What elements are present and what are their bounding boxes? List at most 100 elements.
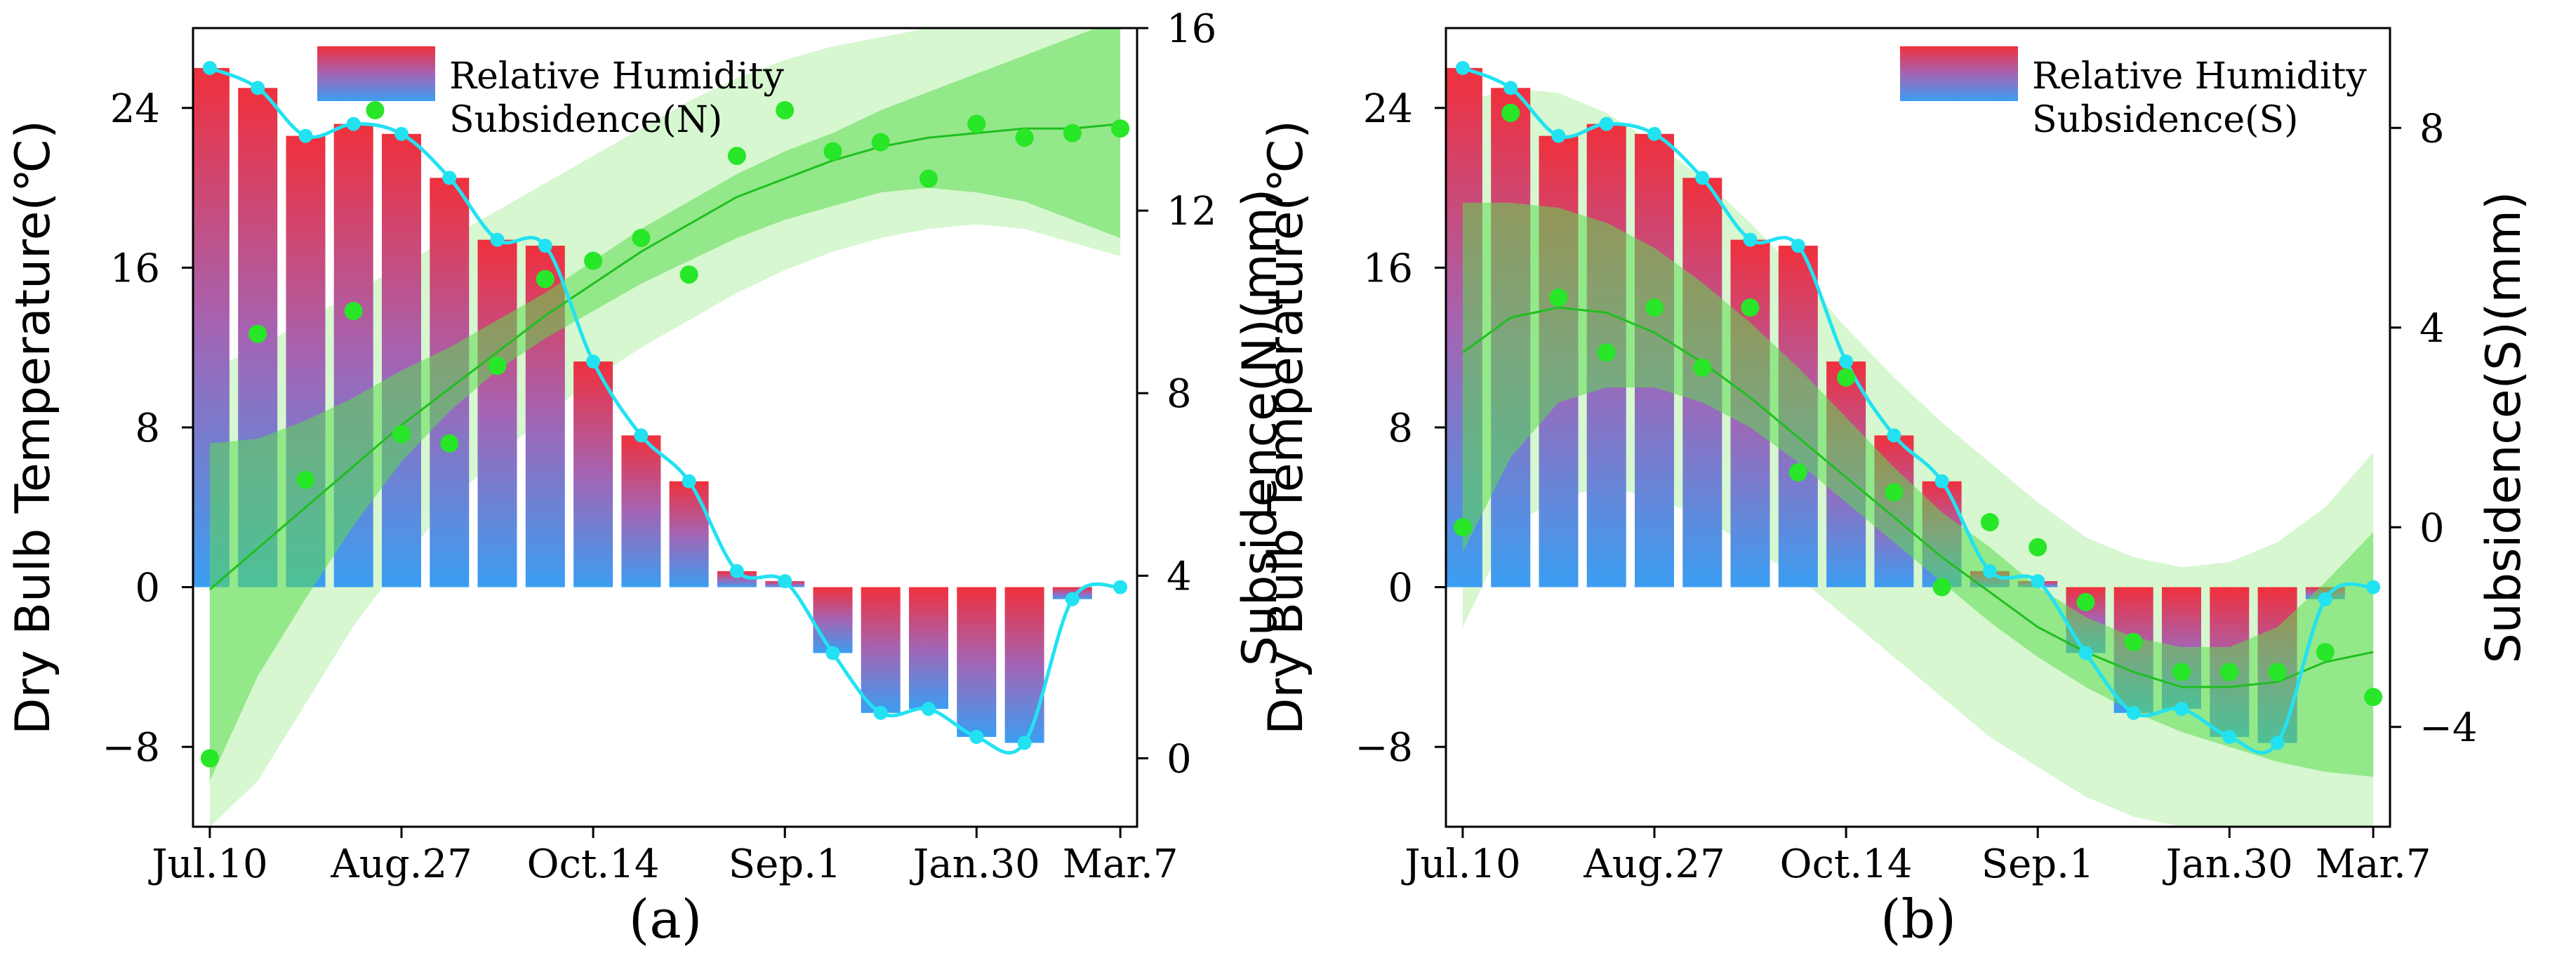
subsidence-point bbox=[2220, 663, 2239, 681]
subsidence-point bbox=[2364, 688, 2383, 707]
left-tick-label: −8 bbox=[1355, 725, 1413, 771]
legend-bar-label: Relative Humidity bbox=[449, 55, 784, 98]
x-tick-label: Jul.10 bbox=[148, 841, 267, 887]
humidity-bar bbox=[573, 361, 613, 587]
left-tick-label: 0 bbox=[135, 566, 160, 611]
temperature-point bbox=[2318, 592, 2332, 606]
humidity-bar bbox=[957, 587, 997, 737]
subsidence-point bbox=[488, 357, 507, 375]
humidity-bar bbox=[621, 435, 661, 587]
temperature-point bbox=[394, 126, 409, 141]
subsidence-point bbox=[1015, 128, 1034, 147]
subsidence-point bbox=[2316, 643, 2335, 662]
panel-label: (a) bbox=[629, 888, 703, 950]
temperature-point bbox=[1982, 564, 1997, 578]
temperature-point bbox=[2222, 730, 2237, 744]
subsidence-point bbox=[1885, 483, 1904, 502]
plot-area bbox=[193, 28, 1130, 827]
temperature-point bbox=[2126, 705, 2141, 720]
subsidence-point bbox=[1693, 358, 1712, 377]
legend-bar-swatch bbox=[1900, 46, 2018, 101]
subsidence-point bbox=[1932, 578, 1951, 597]
temperature-point bbox=[682, 474, 696, 488]
x-tick-label: Jul.10 bbox=[1401, 841, 1520, 887]
right-tick-label: 8 bbox=[2419, 106, 2445, 152]
subsidence-point bbox=[919, 169, 938, 188]
subsidence-point bbox=[2124, 632, 2143, 651]
left-tick-label: 16 bbox=[1363, 246, 1413, 291]
fit-curve bbox=[1462, 306, 2374, 688]
right-tick-label: 4 bbox=[1167, 554, 1192, 599]
temperature-point bbox=[729, 564, 744, 578]
plot-area bbox=[1446, 60, 2383, 827]
subsidence-point bbox=[536, 269, 555, 288]
right-tick-label: 0 bbox=[2419, 505, 2445, 551]
fit-curve bbox=[208, 123, 1121, 591]
right-tick-label: −4 bbox=[2419, 705, 2478, 751]
legend-bar-label: Relative Humidity bbox=[2032, 55, 2367, 98]
temperature-point bbox=[346, 117, 361, 131]
subsidence-point bbox=[1788, 463, 1807, 481]
temperature-point bbox=[2078, 646, 2093, 660]
subsidence-point bbox=[200, 749, 219, 768]
right-tick-label: 16 bbox=[1167, 6, 1216, 52]
temperature-point bbox=[1791, 239, 1805, 253]
subsidence-point bbox=[2076, 592, 2095, 611]
subsidence-point bbox=[392, 425, 411, 444]
subsidence-point bbox=[296, 470, 315, 489]
temperature-point bbox=[1017, 736, 1032, 750]
humidity-bar bbox=[1004, 587, 1044, 743]
temperature-point bbox=[1743, 232, 1758, 247]
x-tick-label: Oct.14 bbox=[527, 841, 660, 887]
x-tick-label: Mar.7 bbox=[1063, 841, 1179, 887]
temperature-point bbox=[1551, 128, 1566, 143]
temperature-point bbox=[2175, 702, 2189, 717]
right-tick-label: 0 bbox=[1167, 736, 1192, 782]
subsidence-point bbox=[1453, 518, 1472, 537]
left-tick-label: 24 bbox=[1363, 86, 1413, 132]
humidity-bar bbox=[909, 587, 948, 710]
temperature-point bbox=[298, 128, 313, 143]
temperature-point bbox=[1934, 474, 1949, 488]
temperature-point bbox=[1065, 592, 1080, 606]
confidence-band bbox=[1462, 202, 2374, 777]
right-tick-label: 12 bbox=[1167, 189, 1216, 234]
left-axis-title: Dry Bulb Temperature(℃) bbox=[1259, 120, 1314, 735]
subsidence-point bbox=[1645, 298, 1664, 317]
subsidence-point bbox=[1741, 298, 1760, 317]
subsidence-point bbox=[248, 324, 267, 343]
right-tick-label: 4 bbox=[2419, 306, 2445, 352]
humidity-bar bbox=[813, 587, 853, 653]
left-axis-title: Dry Bulb Temperature(℃) bbox=[6, 120, 61, 735]
humidity-bar bbox=[477, 239, 517, 587]
left-tick-label: 24 bbox=[110, 86, 160, 132]
humidity-bar bbox=[861, 587, 901, 713]
subsidence-point bbox=[2172, 663, 2191, 681]
temperature-point bbox=[1113, 580, 1128, 594]
x-tick-label: Aug.27 bbox=[330, 841, 472, 887]
temperature-point bbox=[538, 239, 552, 253]
legend-point-marker bbox=[1501, 103, 1520, 122]
legend-point-label: Subsidence(S) bbox=[2032, 99, 2298, 141]
temperature-point bbox=[1599, 117, 1614, 131]
humidity-bar bbox=[382, 133, 421, 587]
x-tick-label: Sep.1 bbox=[729, 841, 842, 887]
legend-point-marker bbox=[366, 101, 385, 120]
subsidence-point bbox=[1549, 288, 1568, 307]
x-tick-label: Jan.30 bbox=[910, 841, 1040, 887]
chart-panel-a: −8 0 8 16 24 0 4 8 12 16 Jul.10 Aug.27 Oct.14 Sep.1 Ja… bbox=[6, 6, 1288, 950]
prediction-band bbox=[209, 28, 1121, 827]
temperature-point bbox=[2270, 736, 2285, 750]
subsidence-point bbox=[344, 302, 363, 321]
subsidence-point bbox=[727, 147, 746, 166]
left-tick-label: 0 bbox=[1388, 566, 1413, 611]
subsidence-point bbox=[2029, 538, 2047, 557]
subsidence-point bbox=[1980, 513, 1999, 532]
right-axis-title: Subsidence(S)(mm) bbox=[2476, 192, 2532, 664]
subsidence-point bbox=[823, 142, 842, 161]
temperature-point bbox=[586, 354, 601, 369]
subsidence-point bbox=[1063, 124, 1082, 142]
temperature-point bbox=[442, 171, 457, 185]
